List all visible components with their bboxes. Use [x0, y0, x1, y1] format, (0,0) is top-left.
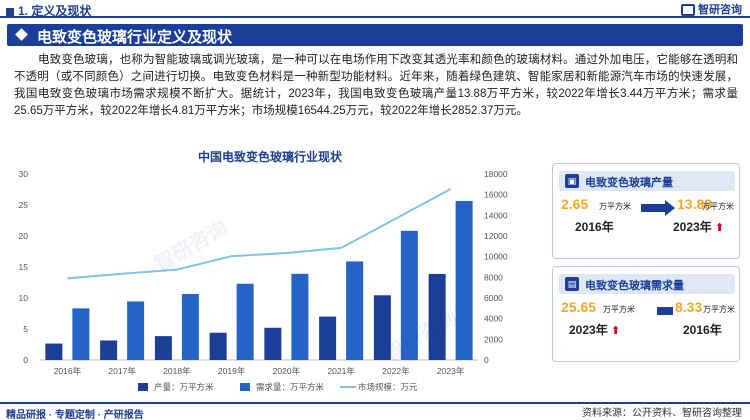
- x-tick-label: 2021年: [327, 366, 355, 376]
- legend-label: 产量：万平方米: [154, 382, 214, 392]
- up-arrow-icon: ⬆: [715, 222, 725, 234]
- arrow-left-icon: [657, 307, 673, 315]
- bar-demand: [72, 308, 90, 360]
- section-label: 1. 定义及现状: [18, 4, 92, 18]
- data-source: 资料来源：公开资料、智研咨询整理: [582, 408, 742, 419]
- end-unit: 万平方米: [702, 202, 734, 211]
- bar-demand: [455, 200, 473, 360]
- y-left-tick-label: 10: [19, 293, 29, 303]
- section-marker-icon: [6, 7, 14, 16]
- bar-production: [209, 332, 227, 360]
- bar-production: [428, 273, 446, 360]
- bar-demand: [346, 261, 364, 360]
- title-banner: 电致变色玻璃行业定义及现状: [7, 24, 743, 46]
- y-right-tick-label: 12000: [484, 231, 508, 241]
- y-right-tick-label: 16000: [484, 190, 508, 200]
- current-year: 2023年 ⬆: [569, 321, 620, 338]
- chart-title: 中国电致变色玻璃行业现状: [197, 150, 342, 164]
- bar-demand: [291, 273, 309, 360]
- bar-demand: [400, 230, 418, 360]
- x-tick-label: 2016年: [54, 366, 82, 376]
- x-tick-label: 2019年: [218, 366, 246, 376]
- y-right-tick-label: 10000: [484, 252, 508, 262]
- y-left-tick-label: 5: [23, 324, 28, 334]
- x-tick-label: 2017年: [108, 366, 136, 376]
- current-year-label: 2023年: [569, 323, 608, 337]
- bar-demand: [127, 301, 145, 360]
- current-unit: 万平方米: [603, 305, 635, 314]
- logo-icon: [681, 4, 695, 17]
- y-right-tick-label: 0: [484, 355, 489, 365]
- current-value: 25.65: [561, 299, 597, 315]
- end-year-label: 2023年: [673, 220, 712, 234]
- card-demand: ▤ 电致变色玻璃需求量 25.65 万平方米 2023年 ⬆ 8.33 万平方米…: [552, 266, 740, 362]
- y-left-tick-label: 30: [19, 169, 29, 179]
- y-right-tick-label: 18000: [484, 169, 508, 179]
- bar-production: [45, 343, 63, 360]
- bar-production: [373, 295, 391, 360]
- up-arrow-icon: ⬆: [611, 325, 621, 337]
- card-header: ▤ 电致变色玻璃需求量: [559, 274, 735, 294]
- footer-slogan: 精品研报 · 专题定制 · 产研报告: [6, 410, 144, 420]
- legend-swatch: [138, 383, 148, 391]
- end-year: 2023年 ⬆: [673, 218, 724, 235]
- bar-demand: [236, 283, 254, 360]
- start-value: 2.65: [561, 196, 589, 212]
- card-title: 电致变色玻璃需求量: [585, 280, 684, 292]
- legend-swatch: [240, 383, 250, 391]
- bar-production: [154, 336, 172, 360]
- y-right-tick-label: 14000: [484, 210, 508, 220]
- y-left-tick-label: 25: [19, 200, 29, 210]
- description-paragraph: 电致变色玻璃，也称为智能玻璃或调光玻璃，是一种可以在电场作用下改变其透光率和颜色…: [14, 54, 738, 117]
- y-right-tick-label: 8000: [484, 272, 503, 282]
- combo-chart: 0 5 10 15 20 25 30 0 2000 4000 6000 8000 10000 12000 1…: [19, 169, 508, 392]
- top-bar: 1. 定义及现状 智研咨询: [0, 0, 750, 18]
- diamond-icon: [15, 28, 28, 41]
- factory-icon: ▣: [565, 174, 579, 188]
- end-value: 13.88: [677, 196, 713, 212]
- past-value: 8.33: [675, 299, 703, 315]
- start-year: 2016年: [575, 220, 614, 234]
- bar-demand: [181, 293, 199, 360]
- bar-chart-icon: ▤: [565, 277, 579, 291]
- x-tick-label: 2018年: [163, 366, 191, 376]
- card-header: ▣ 电致变色玻璃产量: [559, 171, 735, 191]
- footer-divider: [0, 402, 750, 404]
- top-divider: [0, 16, 750, 18]
- arrow-right-icon: [641, 204, 665, 212]
- y-left-tick-label: 0: [23, 355, 28, 365]
- legend-label: 需求量：万平方米: [256, 382, 325, 392]
- bar-production: [319, 316, 337, 360]
- brand-logo: 智研咨询: [681, 1, 742, 17]
- page-title: 电致变色玻璃行业定义及现状: [37, 29, 233, 46]
- arrow-head-icon: [665, 200, 675, 216]
- past-year: 2016年: [683, 323, 722, 337]
- y-right-tick-label: 6000: [484, 293, 503, 303]
- legend-label: 市场规模：万元: [358, 382, 418, 392]
- bar-production: [100, 340, 118, 360]
- card-production: ▣ 电致变色玻璃产量 2.65 万平方米 2016年 13.88 万平方米 20…: [552, 163, 740, 259]
- logo-text: 智研咨询: [698, 4, 742, 16]
- start-unit: 万平方米: [599, 202, 631, 211]
- y-left-tick-label: 15: [19, 262, 29, 272]
- card-title: 电致变色玻璃产量: [585, 177, 673, 189]
- past-unit: 万平方米: [703, 305, 735, 314]
- y-left-tick-label: 20: [19, 231, 29, 241]
- x-tick-label: 2022年: [382, 366, 410, 376]
- section-heading: 1. 定义及现状: [6, 2, 91, 19]
- y-right-tick-label: 2000: [484, 334, 503, 344]
- market-size-line: [67, 188, 452, 280]
- bar-production: [264, 327, 282, 360]
- x-tick-label: 2020年: [273, 366, 301, 376]
- y-right-tick-label: 4000: [484, 314, 503, 324]
- x-tick-label: 2023年: [437, 366, 465, 376]
